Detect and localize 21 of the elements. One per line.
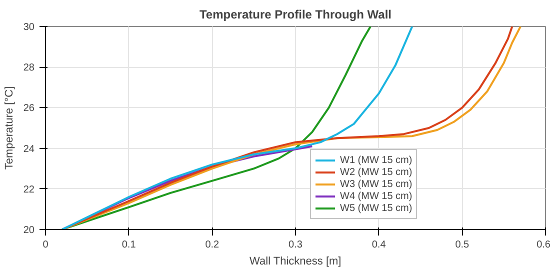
y-tick-label: 24 [23,144,35,155]
x-tick-label: 0.6 [536,240,550,250]
y-tick-label: 26 [23,103,35,114]
y-tick-label: 20 [23,225,35,236]
y-tick-label: 28 [23,62,35,74]
chart-title: Temperature Profile Through Wall [199,8,392,22]
x-tick-label: 0 [42,240,49,250]
legend-label: W3 (MW 15 cm) [340,178,412,190]
y-tick-label: 30 [23,22,35,33]
x-tick-label: 0.3 [288,240,303,250]
y-tick-label: 22 [23,184,35,196]
legend-label: W1 (MW 15 cm) [340,154,412,166]
x-tick-label: 0.5 [455,240,470,250]
x-axis-title: Wall Thickness [m] [250,256,342,268]
y-axis-title: Temperature [°C] [3,86,16,170]
x-tick-label: 0.2 [205,240,220,250]
x-tick-label: 0.1 [122,240,136,250]
legend-label: W4 (MW 15 cm) [340,190,412,202]
legend-label: W2 (MW 15 cm) [340,166,412,178]
x-tick-label: 0.4 [372,240,386,250]
legend-label: W5 (MW 15 cm) [340,202,412,214]
